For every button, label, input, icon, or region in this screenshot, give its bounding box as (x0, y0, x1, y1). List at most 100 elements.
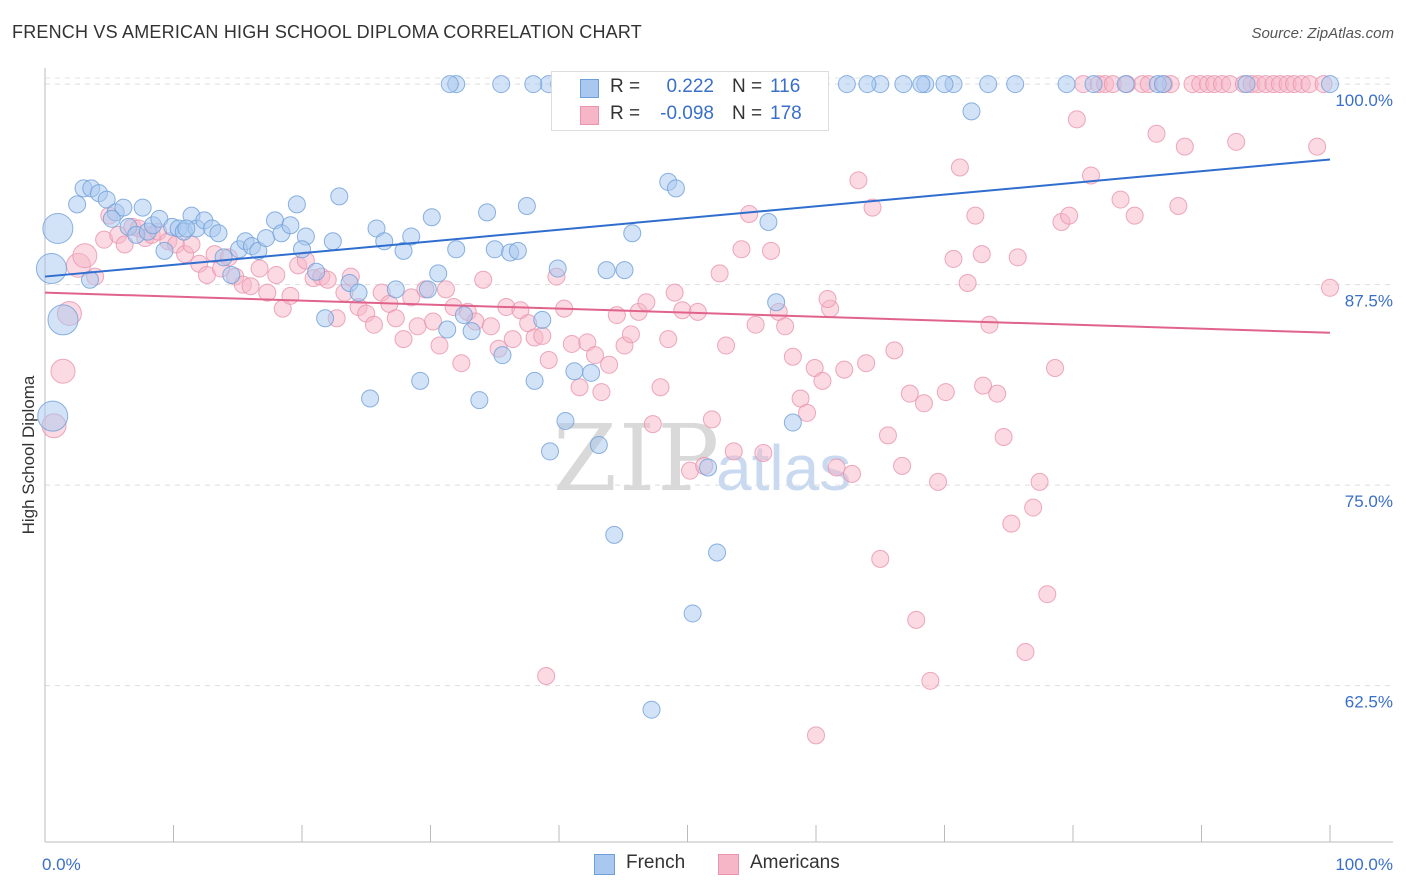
americans-point (702, 410, 721, 429)
legend-n-label-french: N = (732, 76, 763, 97)
french-point (386, 280, 405, 299)
americans-point (258, 283, 277, 302)
correlation-legend: R = 0.222 N = 116 R = -0.098 N = 178 (551, 71, 829, 131)
americans-point (659, 330, 678, 349)
french-point (1057, 75, 1076, 94)
americans-point (914, 394, 933, 413)
bottom-legend-french-label: French (626, 852, 686, 873)
french-point (541, 442, 560, 461)
french-point (759, 213, 778, 232)
americans-point (893, 456, 912, 475)
french-point (508, 241, 527, 260)
americans-point (1016, 642, 1035, 661)
americans-point (665, 283, 684, 302)
legend-n-label-americans: N = (732, 103, 763, 124)
americans-point (732, 240, 751, 259)
french-point (1237, 75, 1256, 94)
americans-point (72, 243, 98, 269)
americans-point (281, 286, 300, 305)
french-point (133, 198, 152, 217)
americans-point (533, 326, 552, 345)
french-point (462, 322, 481, 341)
x-tick-labels: 0.0% 100.0% (42, 855, 1393, 874)
french-point (429, 264, 448, 283)
legend-r-label-americans: R = (610, 103, 641, 124)
bottom-legend-americans-swatch (718, 854, 739, 875)
legend-row-french: R = 0.222 N = 116 (552, 75, 828, 101)
americans-point (929, 472, 948, 491)
americans-point (364, 315, 383, 334)
americans-point (250, 259, 269, 278)
french-point (375, 232, 394, 251)
americans-point (878, 426, 897, 445)
french-point (177, 219, 196, 238)
americans-point (1125, 206, 1144, 225)
americans-point (424, 312, 443, 331)
french-point (556, 411, 575, 430)
french-point (478, 203, 497, 222)
french-point (699, 458, 718, 477)
americans-point (740, 205, 759, 223)
americans-point (972, 245, 991, 264)
americans-point (1147, 124, 1166, 143)
americans-point (394, 330, 413, 349)
y-tick-label: 87.5% (1345, 292, 1393, 311)
americans-point (562, 334, 581, 353)
americans-point (241, 277, 260, 296)
french-point (589, 436, 608, 454)
americans-point (988, 384, 1007, 403)
french-point (517, 196, 536, 215)
french-trend-line (44, 158, 1331, 278)
grid-lines (45, 77, 1395, 687)
french-point (935, 75, 954, 94)
french-point (411, 371, 430, 390)
french-point (150, 209, 169, 228)
americans-point (1175, 137, 1194, 156)
french-point (524, 75, 543, 94)
americans-point (807, 726, 825, 745)
french-point (422, 208, 441, 227)
french-point (97, 190, 116, 209)
americans-point (950, 158, 969, 177)
french-point (565, 362, 584, 381)
americans-point (994, 427, 1013, 446)
americans-point (827, 458, 846, 477)
french-point (402, 227, 421, 246)
french-point (642, 700, 661, 719)
french-point (683, 604, 702, 623)
americans-point (849, 171, 868, 190)
bottom-legend-french-swatch (594, 854, 615, 875)
french-point (307, 262, 326, 281)
french-point (47, 304, 79, 336)
americans-point (783, 347, 802, 366)
source-label: Source: ZipAtlas.com (1251, 25, 1394, 42)
americans-point (885, 341, 904, 360)
americans-point (386, 309, 405, 328)
legend-n-value-americans: 178 (770, 103, 802, 124)
french-point (894, 75, 913, 94)
americans-point (754, 444, 773, 463)
french-point (912, 75, 931, 94)
americans-point (746, 315, 765, 334)
americans-point (651, 378, 670, 397)
french-point (454, 306, 473, 325)
french-point (666, 179, 685, 198)
y-tick-label: 100.0% (1335, 91, 1393, 110)
french-point (287, 195, 306, 214)
french-point (1006, 75, 1025, 94)
y-tick-label: 75.0% (1345, 492, 1393, 511)
french-point (418, 280, 437, 299)
french-point (209, 224, 228, 243)
americans-point (818, 290, 837, 309)
americans-point (921, 671, 940, 690)
axes (44, 68, 1393, 843)
americans-point (842, 464, 861, 483)
french-point (1116, 75, 1135, 94)
french-point (447, 240, 466, 259)
americans-point (1024, 498, 1043, 517)
french-point (525, 371, 544, 390)
americans-point (537, 667, 556, 685)
french-point (316, 309, 335, 328)
americans-point (50, 358, 76, 384)
